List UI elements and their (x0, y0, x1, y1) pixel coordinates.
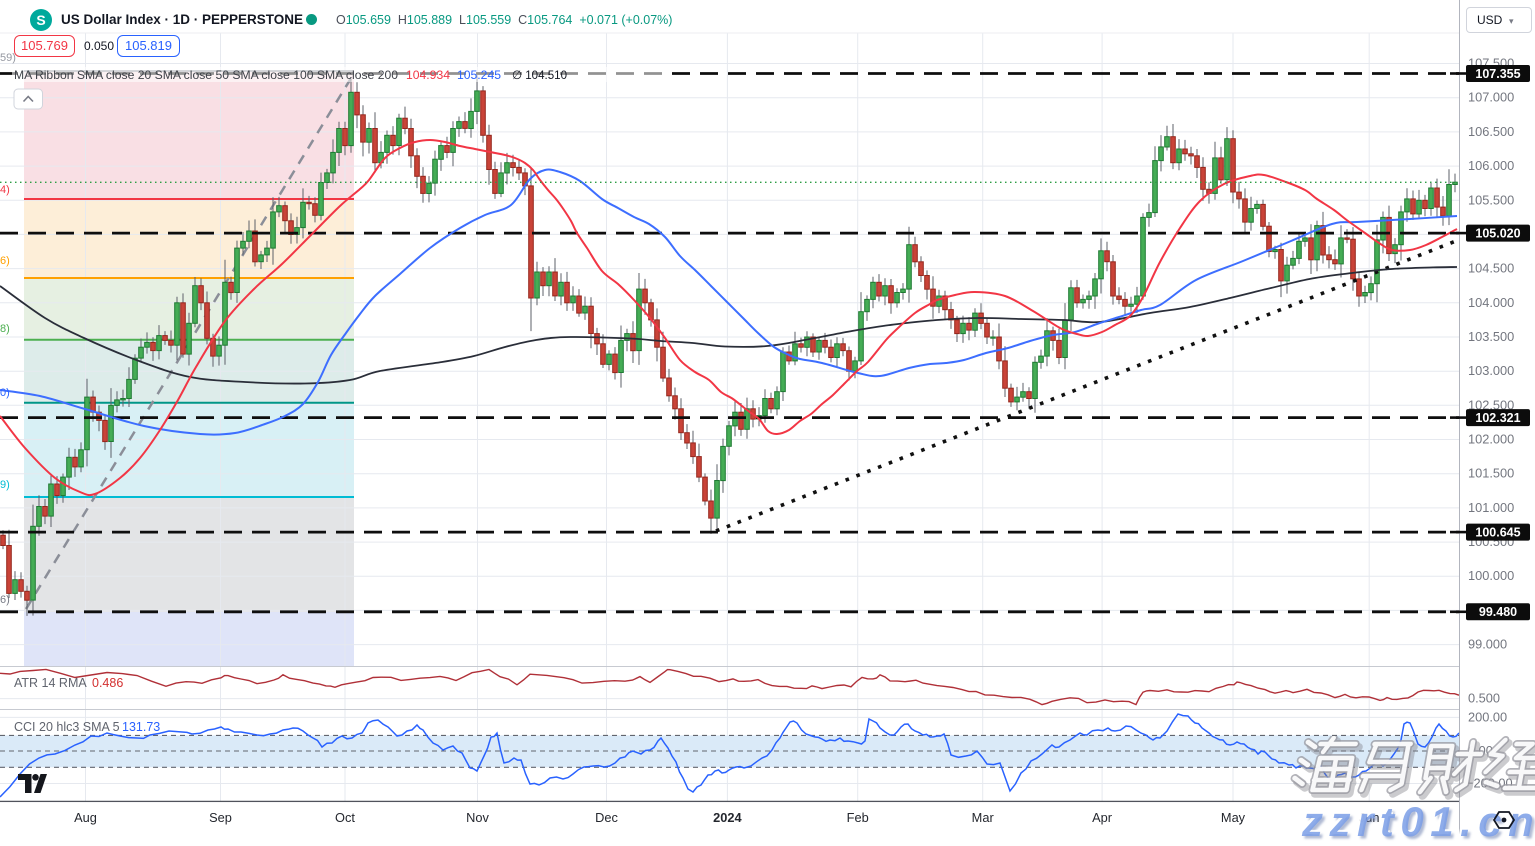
svg-text:105.245: 105.245 (457, 68, 501, 82)
svg-text:ATR 14 RMA: ATR 14 RMA (14, 676, 87, 690)
svg-text:105.500: 105.500 (1468, 192, 1514, 207)
svg-text:102.321: 102.321 (1475, 411, 1520, 425)
svg-text:107.000: 107.000 (1468, 90, 1514, 105)
svg-text:104.000: 104.000 (1468, 295, 1514, 310)
svg-text:99.480: 99.480 (1479, 605, 1517, 619)
svg-text:Oct: Oct (335, 810, 355, 825)
svg-text:100.645: 100.645 (1475, 525, 1520, 539)
svg-text:59): 59) (0, 52, 16, 64)
svg-text:103.000: 103.000 (1468, 363, 1514, 378)
svg-text:CCI 20 hlc3 SMA 5: CCI 20 hlc3 SMA 5 (14, 720, 120, 734)
svg-text:106.500: 106.500 (1468, 124, 1514, 139)
svg-text:9): 9) (0, 479, 10, 491)
svg-text:May: May (1221, 810, 1246, 825)
svg-text:4): 4) (0, 184, 10, 196)
svg-text:104.500: 104.500 (1468, 261, 1514, 276)
svg-text:0): 0) (0, 387, 10, 399)
svg-text:8): 8) (0, 323, 10, 335)
svg-text:6): 6) (0, 255, 10, 267)
svg-text:103.500: 103.500 (1468, 329, 1514, 344)
svg-text:99.000: 99.000 (1468, 637, 1507, 652)
svg-text:Dec: Dec (595, 810, 618, 825)
svg-text:107.355: 107.355 (1475, 67, 1520, 81)
svg-text:2024: 2024 (713, 810, 742, 825)
svg-text:Apr: Apr (1092, 810, 1113, 825)
svg-text:0.500: 0.500 (1468, 691, 1500, 706)
svg-text:200.00: 200.00 (1468, 709, 1507, 724)
svg-text:Feb: Feb (847, 810, 869, 825)
svg-text:102.000: 102.000 (1468, 432, 1514, 447)
svg-text:131.73: 131.73 (122, 720, 160, 734)
svg-text:105.020: 105.020 (1475, 226, 1520, 240)
svg-text:Mar: Mar (972, 810, 995, 825)
svg-text:Aug: Aug (74, 810, 97, 825)
svg-text:101.000: 101.000 (1468, 500, 1514, 515)
svg-text:∅ 104.510: ∅ 104.510 (512, 68, 567, 82)
svg-text:Sep: Sep (209, 810, 232, 825)
svg-text:101.500: 101.500 (1468, 466, 1514, 481)
svg-text:MA Ribbon SMA close 20 SMA clo: MA Ribbon SMA close 20 SMA close 50 SMA … (14, 68, 398, 82)
svg-text:100.000: 100.000 (1468, 568, 1514, 583)
svg-text:Nov: Nov (466, 810, 489, 825)
svg-text:106.000: 106.000 (1468, 158, 1514, 173)
svg-text:6): 6) (0, 594, 10, 606)
svg-text:0.486: 0.486 (92, 676, 123, 690)
svg-text:104.934: 104.934 (406, 68, 450, 82)
